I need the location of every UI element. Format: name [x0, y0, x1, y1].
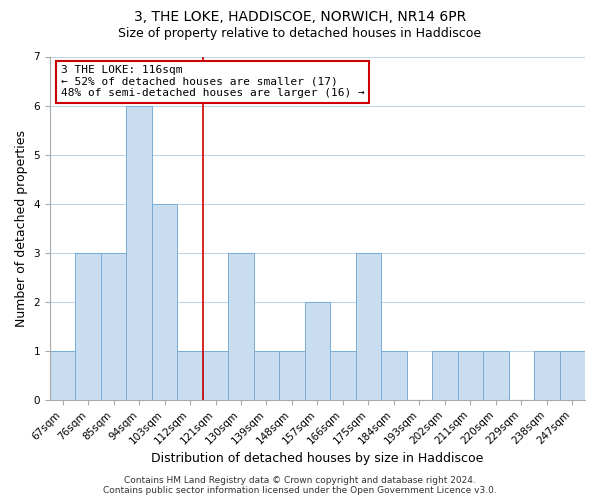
Bar [381, 351, 407, 400]
Bar [279, 351, 305, 400]
Bar [152, 204, 178, 400]
X-axis label: Distribution of detached houses by size in Haddiscoe: Distribution of detached houses by size … [151, 452, 484, 465]
Bar [305, 302, 330, 400]
Bar [101, 252, 127, 400]
Bar [50, 351, 76, 400]
Bar [483, 351, 509, 400]
Bar [228, 252, 254, 400]
Bar [560, 351, 585, 400]
Bar [127, 106, 152, 400]
Bar [254, 351, 279, 400]
Y-axis label: Number of detached properties: Number of detached properties [15, 130, 28, 326]
Bar [356, 252, 381, 400]
Bar [76, 252, 101, 400]
Bar [432, 351, 458, 400]
Text: 3, THE LOKE, HADDISCOE, NORWICH, NR14 6PR: 3, THE LOKE, HADDISCOE, NORWICH, NR14 6P… [134, 10, 466, 24]
Bar [330, 351, 356, 400]
Bar [458, 351, 483, 400]
Text: Contains HM Land Registry data © Crown copyright and database right 2024.
Contai: Contains HM Land Registry data © Crown c… [103, 476, 497, 495]
Text: 3 THE LOKE: 116sqm
← 52% of detached houses are smaller (17)
48% of semi-detache: 3 THE LOKE: 116sqm ← 52% of detached hou… [61, 65, 364, 98]
Bar [178, 351, 203, 400]
Bar [534, 351, 560, 400]
Text: Size of property relative to detached houses in Haddiscoe: Size of property relative to detached ho… [118, 28, 482, 40]
Bar [203, 351, 228, 400]
